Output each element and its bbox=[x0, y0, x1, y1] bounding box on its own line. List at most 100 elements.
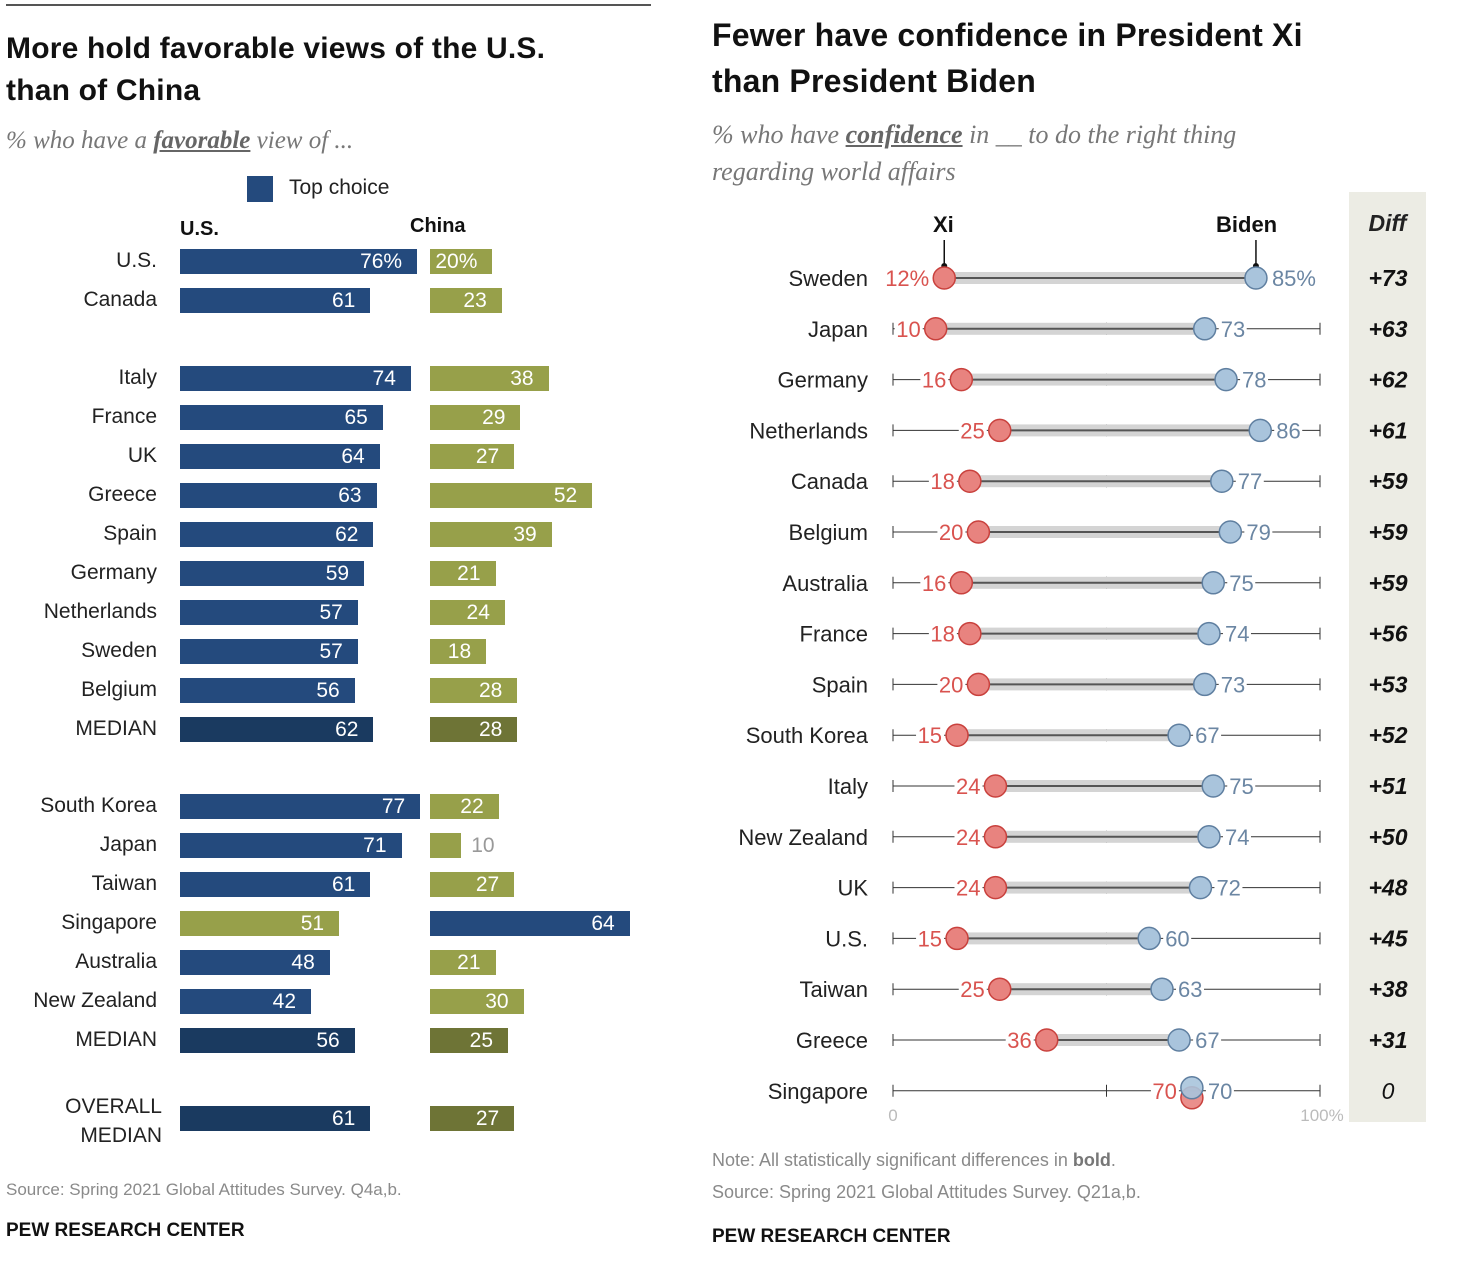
row-label-line: MEDIAN bbox=[80, 1124, 162, 1147]
column-header-us: U.S. bbox=[180, 218, 219, 240]
left-source: Source: Spring 2021 Global Attitudes Sur… bbox=[6, 1180, 402, 1199]
diff-value: +53 bbox=[1368, 671, 1407, 697]
row-label: Netherlands bbox=[43, 600, 157, 623]
bar-value-us: 62 bbox=[335, 523, 359, 546]
xi-label-bg bbox=[937, 520, 966, 544]
bar-value-china: 21 bbox=[457, 562, 481, 585]
bar-us bbox=[180, 639, 358, 664]
bar-us bbox=[180, 678, 355, 703]
bar-value-china: 28 bbox=[479, 718, 503, 741]
country-label: New Zealand bbox=[738, 825, 868, 850]
legend-label-top-choice: Top choice bbox=[289, 176, 390, 199]
xi-label-bg bbox=[920, 367, 949, 392]
biden-label-bg bbox=[1205, 1078, 1234, 1103]
row-label: OVERALL MEDIAN bbox=[0, 1092, 162, 1150]
bar-value-us: 61 bbox=[331, 1107, 356, 1130]
column-header-china: China bbox=[410, 215, 466, 237]
diff-value: +50 bbox=[1368, 824, 1407, 850]
bar-us bbox=[180, 483, 377, 508]
diff-value: +73 bbox=[1368, 265, 1407, 291]
xi-dot bbox=[1034, 1028, 1059, 1052]
biden-dot bbox=[1201, 774, 1225, 798]
diff-value: +45 bbox=[1368, 925, 1408, 951]
biden-dot bbox=[1188, 875, 1213, 900]
row-label: Singapore bbox=[61, 911, 157, 934]
xi-dot bbox=[932, 266, 956, 290]
bar-value-us: 57 bbox=[319, 601, 343, 624]
xi-value-label: 15 bbox=[918, 926, 942, 951]
biden-label-bg bbox=[1269, 266, 1310, 290]
xi-label-bg bbox=[1005, 1028, 1034, 1052]
biden-value-label: 85% bbox=[1272, 266, 1316, 291]
legend-swatch-top-choice bbox=[247, 176, 273, 202]
biden-dot bbox=[1137, 926, 1161, 951]
xi-dot bbox=[966, 520, 991, 544]
subtitle-emphasis: confidence bbox=[845, 120, 963, 149]
bar-us bbox=[180, 872, 371, 897]
bar-us bbox=[180, 288, 371, 313]
xi-dot bbox=[949, 367, 974, 392]
bar-value-us: 61 bbox=[331, 873, 356, 896]
biden-label-bg bbox=[1240, 367, 1269, 392]
bar-us bbox=[180, 522, 374, 547]
country-label: Netherlands bbox=[749, 418, 868, 443]
xi-value-label: 70 bbox=[1152, 1079, 1176, 1104]
xi-value-label: 25 bbox=[960, 418, 984, 443]
row-label: Italy bbox=[118, 366, 157, 389]
biden-value-label: 78 bbox=[1242, 368, 1266, 393]
biden-label-bg bbox=[1163, 926, 1192, 951]
left-org-credit: PEW RESEARCH CENTER bbox=[6, 1220, 245, 1241]
xi-dot bbox=[983, 875, 1008, 900]
xi-value-label: 16 bbox=[922, 368, 946, 393]
diff-value: +61 bbox=[1368, 417, 1407, 443]
bar-value-us: 74 bbox=[372, 367, 396, 390]
biden-label-bg bbox=[1218, 672, 1247, 697]
diff-value: +52 bbox=[1368, 722, 1407, 748]
bar-value-china: 27 bbox=[475, 445, 500, 468]
bar-value-us: 63 bbox=[338, 484, 362, 507]
country-label: Greece bbox=[796, 1028, 868, 1053]
bar-value-china: 39 bbox=[513, 523, 537, 546]
diff-value: +51 bbox=[1368, 773, 1407, 799]
bar-china bbox=[430, 444, 515, 469]
xi-dot bbox=[949, 571, 974, 595]
bar-value-us: 59 bbox=[325, 562, 350, 585]
biden-label-bg bbox=[1222, 621, 1251, 646]
bar-china bbox=[430, 950, 496, 975]
subtitle-pre: % who have bbox=[712, 120, 846, 149]
bar-us bbox=[180, 1028, 355, 1053]
bar-us bbox=[180, 405, 383, 430]
bar-china bbox=[430, 678, 518, 703]
biden-dot bbox=[1197, 825, 1221, 849]
row-label: South Korea bbox=[40, 794, 157, 817]
bar-us bbox=[180, 950, 330, 975]
bar-value-china: 64 bbox=[591, 912, 615, 935]
row-label-line: OVERALL bbox=[65, 1095, 162, 1118]
bar-value-china: 20% bbox=[435, 250, 478, 273]
biden-value-label: 77 bbox=[1238, 469, 1262, 494]
xi-value-label: 24 bbox=[956, 774, 980, 799]
bar-value-china: 22 bbox=[460, 795, 484, 818]
xi-dot bbox=[983, 825, 1008, 849]
biden-dot bbox=[1214, 367, 1238, 392]
diff-column-background bbox=[1349, 192, 1426, 1122]
bar-value-china: 27 bbox=[475, 1107, 500, 1130]
bar-us bbox=[180, 794, 421, 819]
column-header-diff: Diff bbox=[1368, 210, 1407, 236]
xi-value-label: 10 bbox=[896, 317, 920, 342]
bar-value-us: 65 bbox=[344, 406, 368, 429]
biden-value-label: 67 bbox=[1195, 1028, 1219, 1053]
country-label: Sweden bbox=[788, 266, 868, 291]
bar-china bbox=[430, 288, 502, 313]
bar-china bbox=[430, 794, 499, 819]
diff-value: +62 bbox=[1368, 367, 1407, 393]
bar-value-us: 71 bbox=[363, 834, 387, 857]
bar-value-us: 51 bbox=[300, 912, 325, 935]
subtitle-post: in __ to do the right thing bbox=[962, 120, 1237, 149]
xi-label-bg bbox=[954, 774, 983, 798]
biden-dot bbox=[1218, 520, 1243, 544]
right-chart-subtitle: % who have confidence in __ to do the ri… bbox=[712, 116, 1236, 190]
bar-value-us: 57 bbox=[319, 640, 343, 663]
country-label: France bbox=[800, 622, 868, 647]
diff-value: +56 bbox=[1368, 621, 1407, 647]
